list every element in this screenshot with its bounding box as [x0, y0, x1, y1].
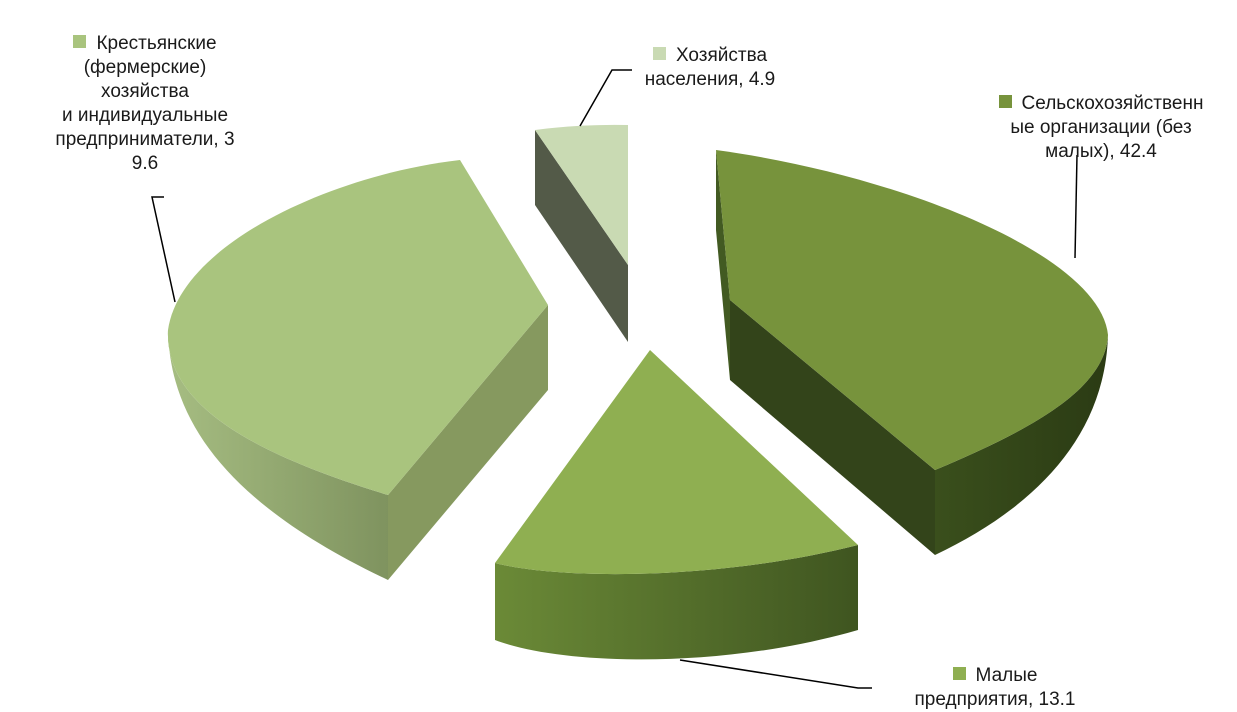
slice-farms-outer-side: [167, 330, 388, 580]
slice-agri-top: [716, 150, 1108, 470]
slice-households-side: [535, 130, 628, 342]
legend-swatch-households: [652, 47, 666, 60]
slice-small-side: [495, 545, 858, 660]
slice-farms-top: [167, 160, 548, 495]
data-label-agri-orgs: Сельскохозяйственн ые организации (без м…: [966, 68, 1236, 164]
slice-small-top: [495, 350, 858, 575]
slice-households: [535, 124, 628, 342]
slice-agri-left-side: [716, 150, 730, 380]
slice-households-top: [535, 124, 628, 265]
data-label-small-enterprises-text: Малые предприятия, 13.1: [914, 665, 1076, 710]
data-label-households-text: Хозяйства населения, 4.9: [644, 45, 776, 90]
legend-swatch-agri-orgs: [998, 95, 1012, 108]
legend-swatch-farms: [73, 35, 87, 48]
slice-agri-outer-side: [935, 335, 1108, 555]
data-label-farms-text: Крестьянские (фермерские) хозяйства и ин…: [55, 33, 235, 174]
leader-line-households: [579, 69, 632, 127]
slice-agri-orgs: [716, 150, 1108, 555]
leader-line-agri-orgs: [1074, 154, 1078, 259]
data-label-small-enterprises: Малые предприятия, 13.1: [870, 640, 1120, 712]
slice-agri-cut-side: [730, 300, 935, 555]
legend-swatch-small-enterprises: [952, 667, 966, 680]
data-label-farms: Крестьянские (фермерские) хозяйства и ин…: [0, 8, 290, 176]
slice-farms-cut-side: [388, 305, 548, 580]
data-label-agri-orgs-text: Сельскохозяйственн ые организации (без м…: [1010, 93, 1204, 162]
slice-farms: [167, 160, 548, 580]
data-label-households: Хозяйства населения, 4.9: [600, 20, 820, 92]
leader-line-small-enterprises: [679, 659, 872, 689]
leader-line-farms: [151, 196, 176, 303]
slice-small-enterprises: [495, 350, 858, 660]
